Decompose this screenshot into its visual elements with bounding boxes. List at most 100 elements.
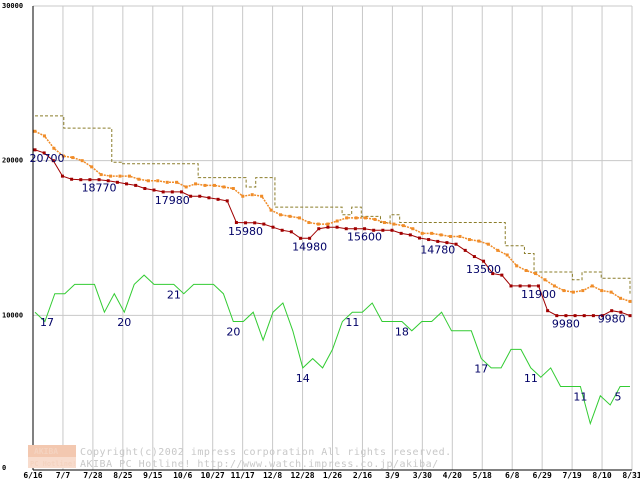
data-point-min [353, 227, 357, 231]
data-label: 11 [345, 316, 359, 329]
data-point-min [170, 190, 174, 194]
data-point-min [573, 314, 577, 318]
data-point-average [241, 194, 245, 198]
data-label: 9980 [552, 318, 580, 331]
data-label: 13500 [466, 263, 501, 276]
data-point-min [518, 284, 522, 288]
data-point-average [71, 156, 75, 160]
data-point-average [146, 179, 150, 183]
data-point-min [198, 194, 202, 198]
data-label: 9980 [598, 313, 626, 326]
y-tick-label: 20000 [2, 157, 23, 165]
data-label: 20 [226, 326, 240, 339]
data-point-min [97, 178, 101, 182]
data-point-min [298, 236, 302, 240]
data-point-average [137, 177, 141, 181]
data-point-min [106, 179, 110, 183]
data-label: 18770 [82, 182, 117, 195]
data-point-min [216, 197, 220, 201]
x-tick-label: 8/10 [592, 471, 611, 480]
data-point-min [79, 178, 83, 182]
data-point-min [399, 231, 403, 235]
data-point-min [445, 241, 449, 245]
data-point-min [143, 187, 147, 191]
watermark-logo-box-lower [28, 457, 76, 468]
y-tick-label: 30000 [2, 2, 23, 10]
data-point-average [524, 268, 528, 272]
x-tick-label: 12/28 [291, 471, 315, 480]
data-point-min [326, 225, 330, 229]
data-point-min [610, 309, 614, 313]
data-point-average [109, 174, 113, 178]
data-point-min [271, 225, 275, 229]
data-label: 14 [296, 372, 310, 385]
data-point-min [125, 182, 129, 186]
data-point-min [308, 236, 312, 240]
data-point-min [335, 225, 339, 229]
data-label: 18 [395, 326, 409, 339]
data-label: 17 [40, 316, 54, 329]
data-point-min [546, 309, 550, 313]
x-tick-label: 2/16 [353, 471, 372, 480]
data-point-average [439, 233, 443, 237]
data-point-min [189, 194, 193, 198]
x-tick-label: 7/28 [83, 471, 102, 480]
data-point-min [555, 314, 559, 318]
data-point-average [231, 187, 235, 191]
data-point-min [417, 236, 421, 240]
data-point-average [411, 227, 415, 231]
grid-lines [32, 5, 633, 471]
data-point-min [408, 233, 412, 237]
x-tick-label: 8/25 [113, 471, 132, 480]
watermark-logo-box [28, 445, 76, 457]
data-point-average [354, 216, 358, 220]
data-point-min [601, 314, 605, 318]
data-point-average [543, 278, 547, 282]
data-point-average [42, 134, 46, 138]
x-tick-label: 1/26 [323, 471, 342, 480]
data-point-average [571, 290, 575, 294]
data-point-min [33, 148, 37, 152]
data-point-min [427, 238, 431, 242]
data-label: 21 [167, 288, 181, 301]
data-label: 20 [117, 316, 131, 329]
data-point-min [436, 239, 440, 243]
data-point-min [70, 177, 74, 181]
data-point-min [372, 228, 376, 232]
x-tick-label: 3/30 [413, 471, 432, 480]
data-point-average [430, 231, 434, 235]
x-tick-label: 10/6 [173, 471, 192, 480]
data-point-average [581, 289, 585, 293]
data-point-average [156, 179, 160, 183]
data-point-min [472, 255, 476, 259]
data-point-min [134, 183, 138, 187]
data-point-average [449, 234, 453, 238]
data-point-min [179, 190, 183, 194]
data-point-average [373, 217, 377, 221]
data-point-min [527, 284, 531, 288]
data-point-average [212, 183, 216, 187]
data-point-min [390, 228, 394, 232]
data-point-average [326, 222, 330, 226]
data-point-min [363, 227, 367, 231]
data-point-average [99, 173, 103, 177]
data-point-average [307, 221, 311, 225]
data-point-average [477, 239, 481, 243]
data-label: 11 [573, 390, 587, 403]
data-point-min [509, 284, 513, 288]
data-point-min [88, 178, 92, 182]
data-label: 17980 [155, 194, 190, 207]
data-point-average [335, 219, 339, 223]
series-line-max [35, 115, 631, 294]
data-point-average [496, 248, 500, 252]
data-point-min [152, 188, 156, 192]
data-point-average [562, 289, 566, 293]
x-tick-label: 11/17 [231, 471, 255, 480]
data-point-min [536, 284, 540, 288]
data-point-average [175, 180, 179, 184]
data-point-average [552, 284, 556, 288]
data-point-average [364, 216, 368, 220]
y-tick-label: 10000 [2, 311, 23, 319]
